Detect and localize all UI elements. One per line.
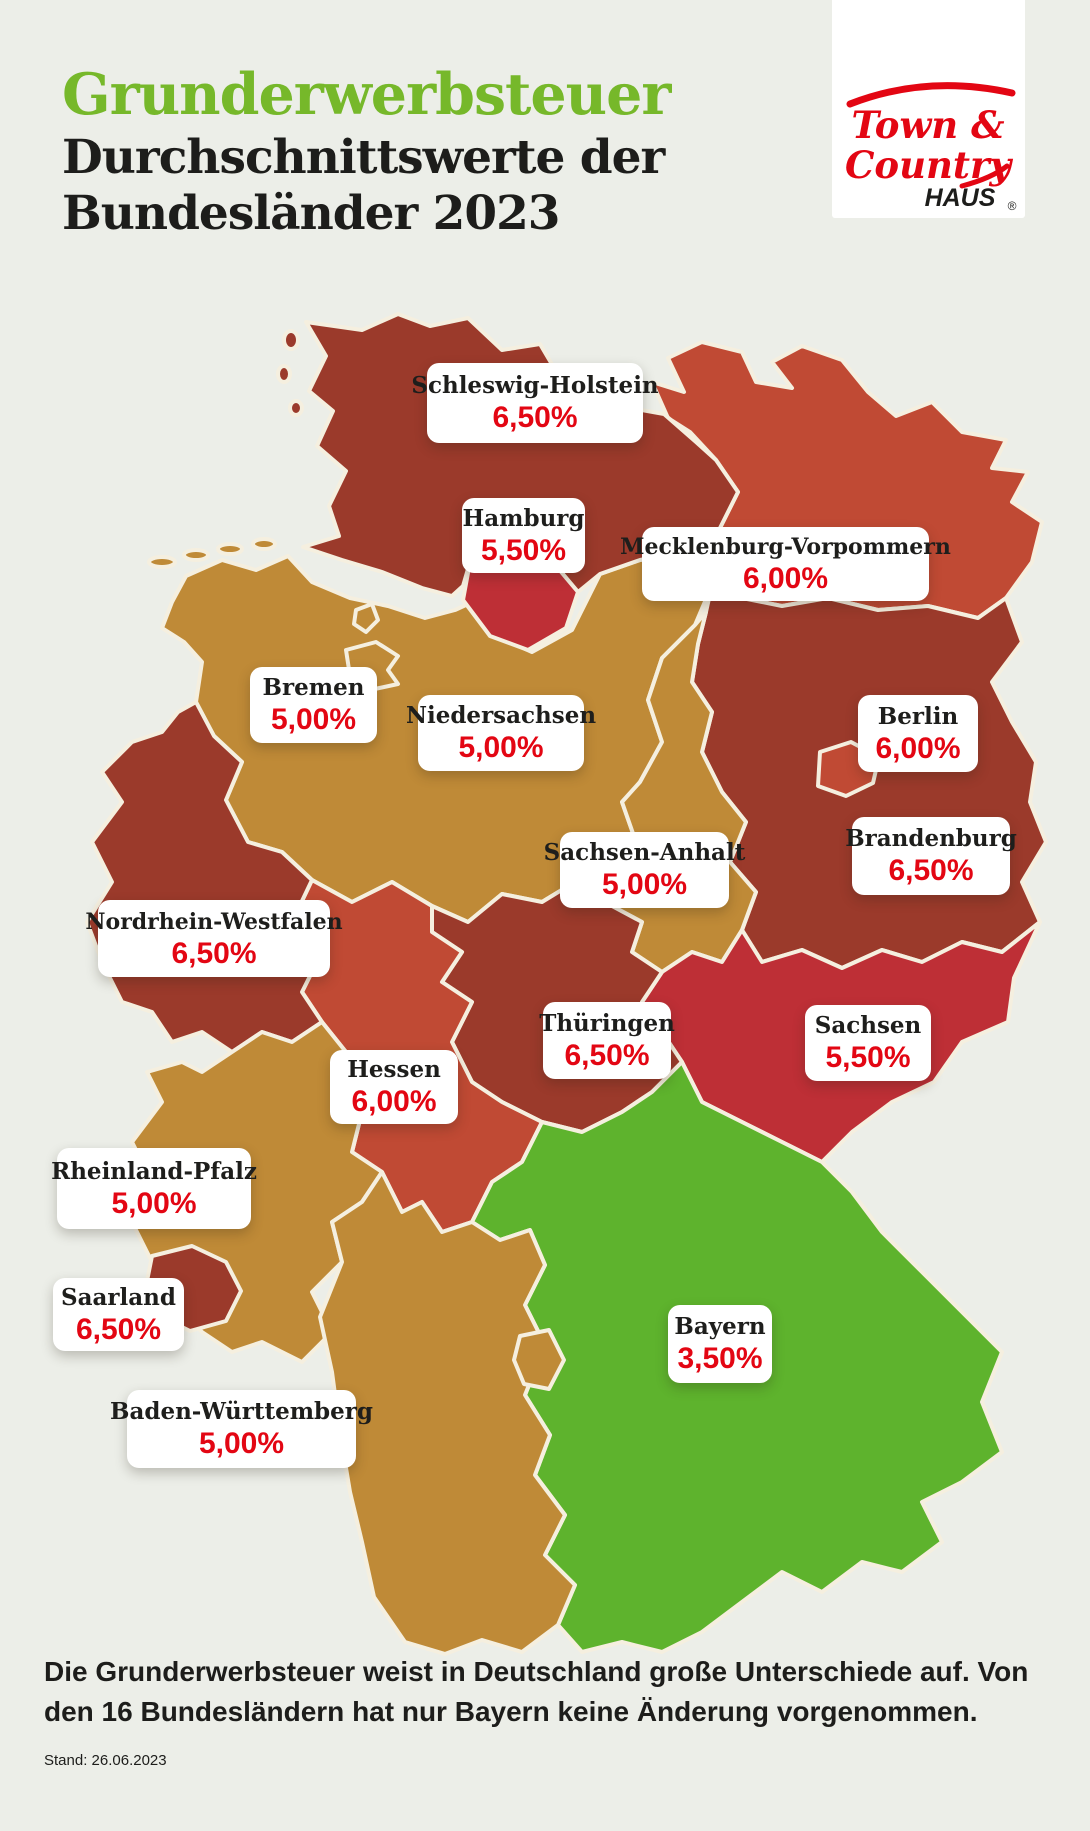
logo-country: Country: [845, 143, 1014, 187]
state-tax-value: 5,00%: [111, 1186, 197, 1220]
footer-summary: Die Grunderwerbsteuer weist in Deutschla…: [44, 1656, 1029, 1727]
state-tax-value: 6,50%: [75, 1312, 162, 1346]
title-line-3: Bundesländer 2023: [62, 186, 560, 241]
state-name: Saarland: [61, 1283, 176, 1311]
east-frisian-island: [216, 542, 244, 556]
north-frisian-island: [282, 329, 300, 351]
state-name: Brandenburg: [845, 825, 1017, 852]
state-tax-value: 5,50%: [825, 1041, 911, 1074]
title-line-2: Durchschnittswerte der: [62, 130, 665, 185]
state-label-schleswig-holstein: Schleswig-Holstein 6,50%: [411, 363, 659, 443]
state-name: Hessen: [347, 1056, 441, 1083]
east-frisian-island: [147, 555, 177, 569]
state-tax-value: 5,00%: [601, 868, 688, 901]
logo-haus: HAUS: [925, 184, 996, 212]
state-tax-value: 6,00%: [742, 562, 829, 595]
town-and-country-logo-art: Town & Country HAUS ®: [845, 82, 1017, 213]
footer-stand-date: Stand: 26.06.2023: [44, 1752, 167, 1769]
state-label-saarland: Saarland 6,50%: [53, 1278, 184, 1351]
logo-town: Town &: [851, 103, 1004, 147]
state-name: Thüringen: [539, 1009, 675, 1037]
state-tax-value: 6,00%: [875, 731, 961, 765]
state-name: Hamburg: [462, 504, 585, 532]
north-frisian-island: [288, 399, 304, 417]
state-label-bremen: Bremen 5,00%: [250, 667, 377, 743]
logo-swoosh-bottom: [959, 163, 1010, 189]
state-name: Rheinland-Pfalz: [51, 1157, 257, 1185]
state-label-sachsen-anhalt: Sachsen-Anhalt 5,00%: [544, 832, 745, 908]
page-title: Grunderwerbsteuer Durchschnittswerte der…: [62, 60, 822, 242]
region-bw-exclave: [512, 1328, 566, 1391]
region-baden-wuerttemberg: [318, 1170, 577, 1656]
state-tax-value: 6,00%: [351, 1085, 437, 1118]
state-name: Sachsen-Anhalt: [543, 839, 746, 866]
east-frisian-island: [251, 537, 277, 551]
region-bremerhaven: [352, 602, 380, 634]
east-frisian-island: [182, 548, 210, 562]
state-label-thueringen: Thüringen 6,50%: [539, 1002, 675, 1079]
state-label-hamburg: Hamburg 5,50%: [462, 498, 585, 573]
state-name: Mecklenburg-Vorpommern: [620, 534, 951, 560]
state-label-hessen: Hessen 6,00%: [330, 1050, 458, 1124]
state-tax-value: 5,50%: [480, 533, 567, 567]
state-name: Baden-Württemberg: [110, 1398, 373, 1425]
state-tax-value: 5,00%: [198, 1427, 285, 1460]
state-name: Bayern: [674, 1313, 766, 1340]
state-label-brandenburg: Brandenburg 6,50%: [845, 817, 1017, 895]
state-name: Nordrhein-Westfalen: [85, 908, 343, 935]
state-tax-value: 5,00%: [270, 703, 357, 736]
state-tax-value: 5,00%: [458, 731, 544, 764]
state-label-berlin: Berlin 6,00%: [858, 695, 978, 772]
state-tax-value: 6,50%: [492, 401, 578, 434]
state-name: Sachsen: [814, 1012, 922, 1039]
state-label-mecklenburg-vorpommern: Mecklenburg-Vorpommern 6,00%: [620, 527, 951, 601]
logo-swoosh-top: [846, 82, 1016, 108]
title-line-1: Grunderwerbsteuer: [62, 61, 671, 128]
state-label-bayern: Bayern 3,50%: [668, 1305, 772, 1383]
state-label-rheinland-pfalz: Rheinland-Pfalz 5,00%: [51, 1148, 257, 1229]
state-name: Bremen: [262, 674, 365, 701]
state-label-niedersachsen: Niedersachsen 5,00%: [406, 695, 596, 771]
state-tax-value: 6,50%: [888, 854, 974, 887]
state-tax-value: 6,50%: [171, 936, 257, 970]
town-and-country-logo: Town & Country HAUS ®: [832, 0, 1025, 218]
state-label-nordrhein-westfalen: Nordrhein-Westfalen 6,50%: [85, 900, 343, 977]
state-name: Schleswig-Holstein: [411, 372, 659, 399]
state-label-sachsen: Sachsen 5,50%: [805, 1005, 931, 1081]
state-label-baden-wuerttemberg: Baden-Württemberg 5,00%: [110, 1390, 373, 1468]
state-name: Berlin: [877, 702, 959, 730]
north-frisian-island: [276, 364, 292, 384]
state-tax-value: 3,50%: [677, 1342, 763, 1375]
logo-registered-mark: ®: [1008, 199, 1017, 213]
state-tax-value: 6,50%: [564, 1038, 650, 1072]
state-name: Niedersachsen: [405, 702, 597, 729]
